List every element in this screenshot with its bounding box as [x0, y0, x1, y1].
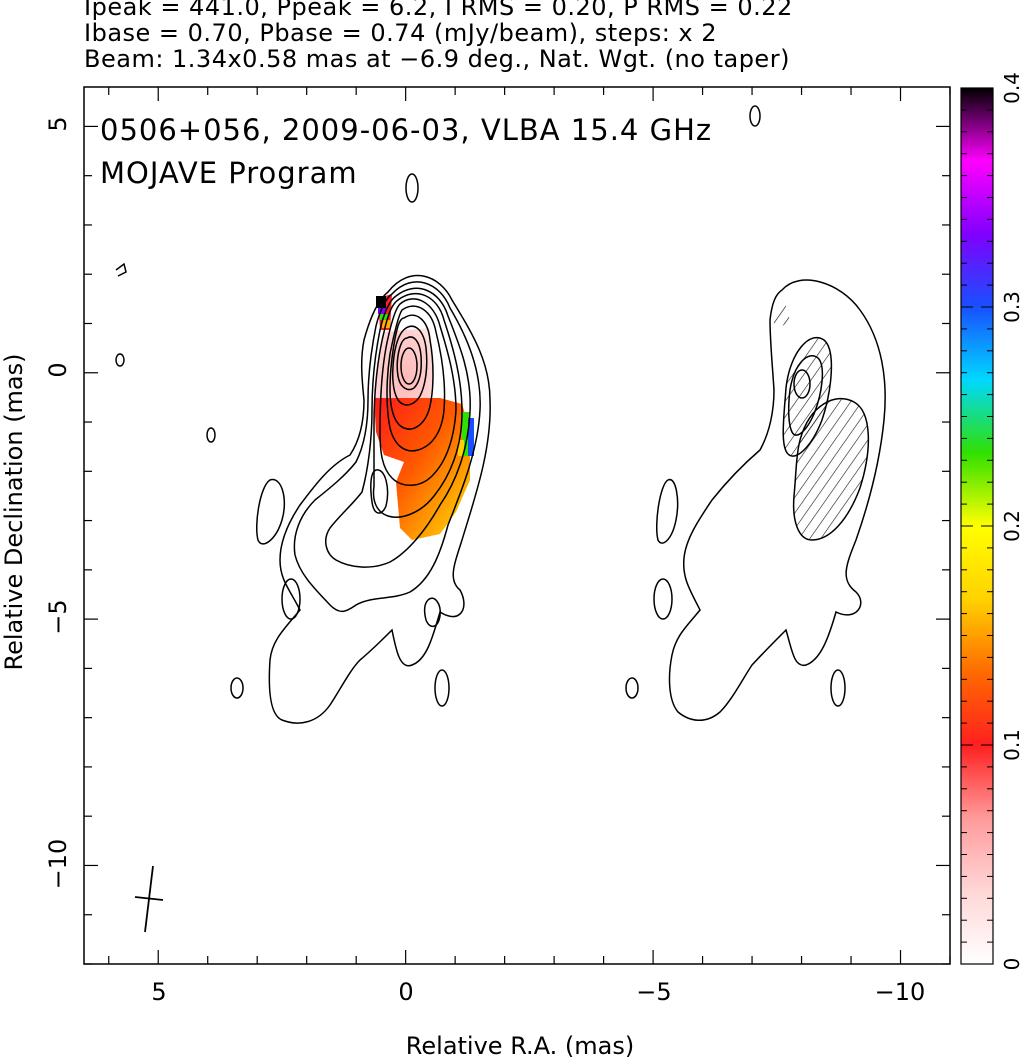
- pol-island: [625, 677, 639, 699]
- y-tick-labels: 5 0 −5 −10: [44, 116, 72, 889]
- map-subtitle: MOJAVE Program: [100, 156, 358, 190]
- header-line-peaks: Ipeak = 441.0, Ppeak = 6.2, I RMS = 0.20…: [84, 0, 793, 21]
- axis-ticks: [84, 87, 951, 965]
- colorbar-tick-label: 0.1: [1000, 729, 1021, 761]
- contour-level: [372, 292, 463, 518]
- colorbar-tick-label: 0.4: [1000, 72, 1021, 104]
- x-tick-labels: 5 0 −5 −10: [151, 978, 925, 1006]
- contour-noise: [115, 353, 125, 367]
- evpa-vectors: [770, 300, 869, 540]
- x-tick-label: 5: [151, 978, 166, 1006]
- header-line-beam: Beam: 1.34x0.58 mas at −6.9 deg., Nat. W…: [84, 45, 790, 73]
- y-tick-label: −10: [44, 839, 72, 890]
- y-tick-label: −5: [44, 599, 72, 634]
- contour-island: [230, 677, 244, 699]
- x-axis-title: Relative R.A. (mas): [406, 1032, 634, 1060]
- contour-island: [423, 597, 442, 628]
- contour-island: [434, 669, 450, 707]
- x-tick-label: −5: [636, 978, 671, 1006]
- x-tick-label: 0: [398, 978, 413, 1006]
- contour-core: [400, 347, 418, 385]
- contour-level: [386, 305, 446, 452]
- map-title: 0506+056, 2009-06-03, VLBA 15.4 GHz: [100, 113, 712, 147]
- intensity-contours: [115, 105, 761, 724]
- contour-island: [405, 173, 419, 203]
- colorbar-tick-label: 0: [1000, 958, 1021, 971]
- contour-level: [389, 314, 434, 430]
- beam-marker: [134, 865, 164, 933]
- contour-noise: [749, 105, 761, 127]
- outer-contour: [268, 274, 491, 724]
- pol-island: [655, 479, 679, 544]
- pol-outer-contour: [668, 279, 886, 721]
- y-axis-title: Relative Declination (mas): [0, 353, 28, 670]
- plot-header: Ipeak = 441.0, Ppeak = 6.2, I RMS = 0.20…: [84, 0, 1014, 72]
- pol-island: [653, 578, 673, 620]
- plot-frame: [83, 86, 951, 965]
- colorbar-tick-label: 0.2: [1000, 510, 1021, 542]
- contour-level: [396, 336, 422, 391]
- colorbar-tick-label: 0.3: [1000, 291, 1021, 323]
- pol-island: [830, 669, 846, 707]
- pol-knot-black: [376, 296, 386, 308]
- contour-noise: [206, 427, 216, 443]
- y-tick-label: 5: [44, 116, 72, 131]
- colorbar: 0 0.1 0.2 0.3 0.4: [960, 72, 1021, 971]
- contour-level: [379, 298, 457, 486]
- contour-island: [281, 578, 301, 620]
- contour-island: [255, 479, 286, 545]
- y-tick-label: 0: [44, 362, 72, 377]
- contour-level: [324, 287, 471, 568]
- contour-level: [392, 325, 428, 406]
- contour-noise: [115, 262, 127, 277]
- beam-minor-axis: [134, 896, 164, 901]
- contour-island: [370, 469, 389, 514]
- pol-jet-region: [374, 398, 470, 540]
- x-tick-label: −10: [875, 978, 926, 1006]
- header-line-base: Ibase = 0.70, Pbase = 0.74 (mJy/beam), s…: [84, 19, 718, 47]
- contour-level: [293, 281, 481, 613]
